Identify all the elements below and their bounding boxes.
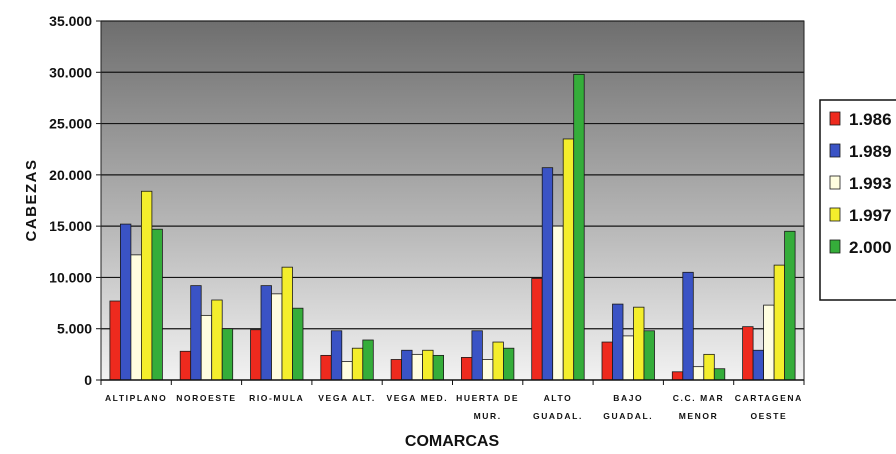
bar [612,303,624,381]
bar [401,349,413,381]
bar [562,138,575,381]
legend: 1.986 1.989 1.993 1.997 2.000 [819,99,896,301]
legend-swatch [829,111,841,126]
bar [471,330,483,381]
bar [601,341,613,381]
axes [100,20,805,385]
bar [362,339,374,381]
legend-swatch [829,175,841,190]
y-tick-label: 15.000 [49,218,92,234]
bar [773,264,785,381]
x-tick-labels: ALTIPLANO NOROESTE RIO-MULA VEGA ALT. VEGA M… [105,393,803,421]
y-tick-label: 20.000 [49,167,92,183]
bar [120,223,132,381]
x-tick-label: NOROESTE [176,393,237,403]
legend-label: 1.986 [849,110,892,129]
y-tick-label: 30.000 [49,64,92,80]
legend-swatch [829,239,841,254]
bar [140,190,153,381]
y-tick-label: 25.000 [49,116,92,132]
bar [250,329,262,381]
bar [763,304,775,381]
bar [190,285,202,381]
y-tick-label: 0 [84,372,92,388]
bar [541,167,554,381]
bar [260,285,272,381]
y-tick-label: 5.000 [57,321,92,337]
bar [411,353,424,381]
bar [341,361,353,381]
legend-swatch [829,207,841,222]
legend-label: 2.000 [849,238,892,257]
bar [109,300,121,381]
x-axis-title: COMARCAS [405,433,500,450]
bar [643,330,655,381]
x-tick-label: CARTAGENA [735,393,803,403]
bar [460,357,473,381]
legend-swatch [829,143,841,158]
x-tick-label: C.C. MAR [673,393,725,403]
bar [502,347,515,381]
bar [320,354,332,381]
bar [633,306,645,381]
bar [752,349,764,381]
y-tick-label: 35.000 [49,13,92,29]
x-tick-label: MENOR [679,411,719,421]
legend-label: 1.993 [849,174,892,193]
x-tick-label: ALTO [544,393,573,403]
bar [531,278,543,381]
y-tick-label: 10.000 [49,269,92,285]
bar [573,73,585,381]
legend-label: 1.989 [849,142,892,161]
bar [330,330,343,381]
bar [784,230,796,381]
x-tick-label: GUADAL. [533,411,583,421]
bar [713,368,726,381]
bar [281,266,293,381]
x-tick-label: MUR. [474,411,502,421]
bar [671,371,684,381]
bar [221,328,234,381]
x-tick-label: GUADAL. [603,411,653,421]
bar [351,347,364,381]
y-tick-labels: 0 5.000 10.000 15.000 20.000 25.000 30.000 35.0… [49,13,92,388]
x-tick-label: RIO-MULA [249,393,304,403]
bar [271,293,283,381]
bar [422,349,434,381]
x-tick-label: ALTIPLANO [105,393,167,403]
bar [622,335,634,381]
bar [552,225,564,381]
y-axis-title: CABEZAS [23,158,40,241]
bar [481,359,494,381]
x-tick-label: VEGA ALT. [318,393,376,403]
bar [200,314,213,381]
x-tick-label: OESTE [750,411,787,421]
legend-box [819,99,896,301]
bar [211,299,223,381]
x-tick-label: VEGA MED. [386,393,448,403]
bar [151,228,163,381]
bar [682,271,694,381]
bar [390,359,403,381]
bar [703,353,715,381]
bar [692,366,705,381]
bar [492,341,504,381]
bar [292,307,304,381]
bar [179,350,192,381]
bar [432,354,445,381]
bar [742,326,754,381]
legend-label: 1.997 [849,206,892,225]
bar [130,254,142,381]
x-tick-label: BAJO [613,393,643,403]
x-tick-label: HUERTA DE [456,393,519,403]
